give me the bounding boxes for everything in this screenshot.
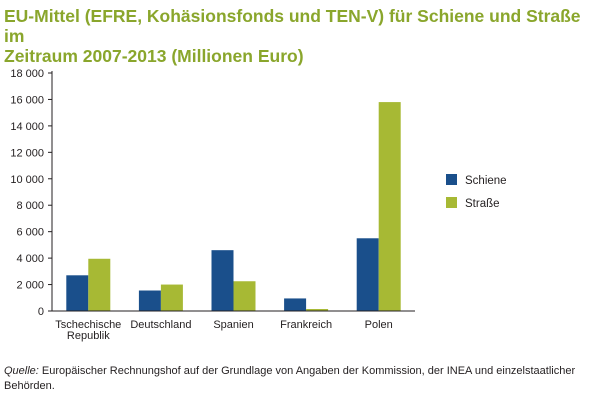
legend-swatch-1 (446, 197, 457, 208)
chart-title-line2: Zeitraum 2007-2013 (Millionen Euro) (4, 46, 304, 66)
legend: Schiene Straße (446, 174, 507, 210)
y-tick-label: 8 000 (16, 200, 44, 212)
y-axis: 0 2 000 4 000 6 000 8 000 10 000 12 000 14 000 1… (10, 68, 53, 318)
source-text: Europäischer Rechnungshof auf der Grundl… (4, 365, 576, 392)
legend-label-1: Straße (465, 198, 500, 210)
bar-schiene-1 (138, 290, 161, 311)
chart-title: EU-Mittel (EFRE, Kohäsionsfonds und TEN-… (4, 6, 604, 66)
bar-strasse-2 (233, 281, 256, 311)
y-tick-label: 4 000 (16, 253, 44, 265)
x-category-label-line: Republik (67, 330, 110, 342)
bar-strasse-1 (160, 284, 183, 311)
bar-schiene-0 (66, 275, 89, 311)
x-category-label-line: Frankreich (280, 319, 332, 331)
x-category-label: Frankreich (280, 319, 332, 331)
bar-schiene-3 (284, 298, 307, 311)
x-category-label: Spanien (213, 319, 253, 331)
bar-strasse-3 (306, 309, 329, 311)
x-category-label-line: Polen (365, 319, 393, 331)
x-category-label-line: Tschechische (55, 319, 121, 331)
chart-title-line1: EU-Mittel (EFRE, Kohäsionsfonds und TEN-… (4, 6, 581, 46)
bars (66, 102, 401, 311)
x-category-label-line: Spanien (213, 319, 253, 331)
y-tick-label: 14 000 (10, 121, 44, 133)
bar-schiene-2 (211, 250, 234, 311)
y-tick-label: 6 000 (16, 227, 44, 239)
x-category-label-line: Deutschland (130, 319, 191, 331)
x-category-label: Deutschland (130, 319, 191, 331)
y-tick-label: 12 000 (10, 147, 44, 159)
y-tick-label: 10 000 (10, 174, 44, 186)
legend-swatch-0 (446, 174, 457, 185)
source-label: Quelle: (4, 365, 39, 377)
x-category-label: Polen (365, 319, 393, 331)
x-axis: Tschechische Republik Deutschland Spanien Fr… (52, 310, 415, 342)
source-note: Quelle: Europäischer Rechnungshof auf de… (4, 364, 604, 394)
y-tick-label: 0 (38, 306, 44, 318)
legend-label-0: Schiene (465, 175, 507, 187)
bar-schiene-4 (356, 238, 379, 311)
y-tick-label: 2 000 (16, 280, 44, 292)
y-tick-label: 16 000 (10, 94, 44, 106)
bar-strasse-4 (378, 102, 401, 311)
bar-strasse-0 (88, 258, 111, 311)
y-tick-label: 18 000 (10, 68, 44, 80)
x-category-label: Tschechische Republik (55, 319, 121, 342)
